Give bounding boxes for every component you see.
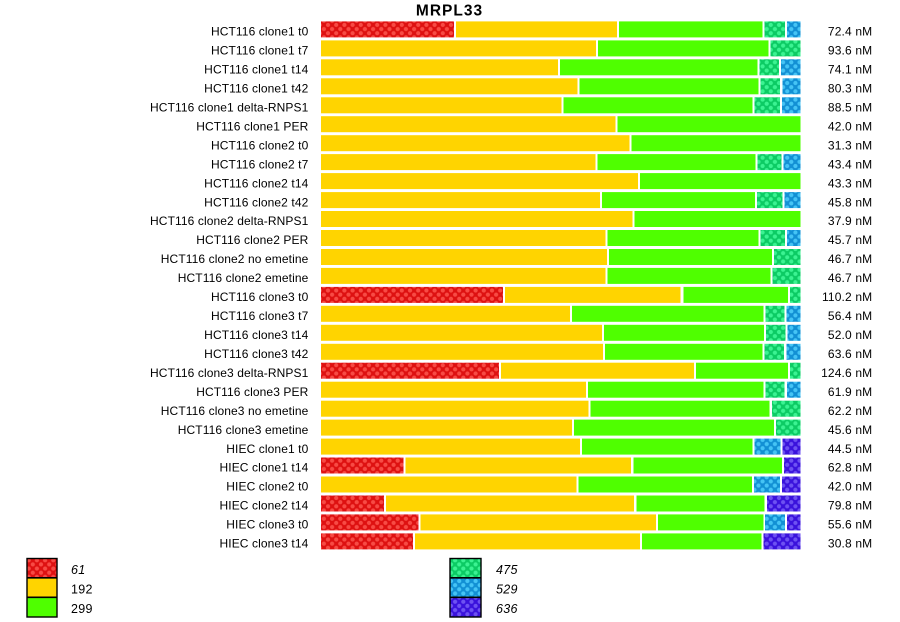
svg-text:HCT116 clone3 t0: HCT116 clone3 t0 (211, 290, 309, 304)
svg-text:529: 529 (496, 582, 518, 596)
svg-text:63.6 nM: 63.6 nM (828, 347, 872, 361)
svg-text:192: 192 (71, 582, 93, 596)
svg-text:HCT116 clone3 t42: HCT116 clone3 t42 (204, 347, 308, 361)
svg-text:62.8 nM: 62.8 nM (828, 461, 872, 475)
svg-text:HCT116 clone3 no emetine: HCT116 clone3 no emetine (161, 404, 309, 418)
svg-text:HIEC clone2 t14: HIEC clone2 t14 (220, 499, 309, 513)
svg-text:HCT116 clone1 t42: HCT116 clone1 t42 (204, 82, 308, 96)
svg-text:HCT116 clone2 delta-RNPS1: HCT116 clone2 delta-RNPS1 (150, 214, 309, 228)
svg-text:HCT116 clone1 t7: HCT116 clone1 t7 (211, 44, 309, 58)
svg-text:80.3 nM: 80.3 nM (828, 82, 872, 96)
svg-text:636: 636 (496, 602, 518, 616)
svg-text:72.4 nM: 72.4 nM (828, 25, 872, 39)
svg-text:43.3 nM: 43.3 nM (828, 176, 872, 190)
svg-text:45.7 nM: 45.7 nM (828, 233, 872, 247)
svg-text:HCT116 clone3 delta-RNPS1: HCT116 clone3 delta-RNPS1 (150, 366, 309, 380)
svg-text:HCT116 clone1 delta-RNPS1: HCT116 clone1 delta-RNPS1 (150, 101, 309, 115)
svg-text:79.8 nM: 79.8 nM (828, 499, 872, 513)
svg-text:HIEC clone1 t0: HIEC clone1 t0 (226, 442, 308, 456)
svg-text:55.6 nM: 55.6 nM (828, 518, 872, 532)
svg-text:88.5 nM: 88.5 nM (828, 101, 872, 115)
svg-text:HCT116 clone3 PER: HCT116 clone3 PER (196, 385, 308, 399)
svg-text:37.9 nM: 37.9 nM (828, 214, 872, 228)
svg-text:HIEC clone1 t14: HIEC clone1 t14 (220, 461, 309, 475)
svg-text:45.6 nM: 45.6 nM (828, 423, 872, 437)
svg-text:56.4 nM: 56.4 nM (828, 309, 872, 323)
svg-text:HCT116 clone3 emetine: HCT116 clone3 emetine (178, 423, 309, 437)
svg-text:HCT116 clone2 PER: HCT116 clone2 PER (196, 233, 308, 247)
svg-text:74.1 nM: 74.1 nM (828, 63, 872, 77)
svg-text:43.4 nM: 43.4 nM (828, 157, 872, 171)
svg-text:HCT116 clone2 t14: HCT116 clone2 t14 (204, 176, 308, 190)
svg-text:124.6 nM: 124.6 nM (821, 366, 872, 380)
svg-text:HCT116 clone1 t0: HCT116 clone1 t0 (211, 25, 309, 39)
svg-text:MRPL33: MRPL33 (416, 2, 483, 19)
svg-text:HIEC clone3 t0: HIEC clone3 t0 (226, 518, 308, 532)
svg-text:299: 299 (71, 602, 93, 616)
svg-text:42.0 nM: 42.0 nM (828, 480, 872, 494)
svg-text:46.7 nM: 46.7 nM (828, 271, 872, 285)
svg-text:HCT116 clone2 t0: HCT116 clone2 t0 (211, 138, 309, 152)
svg-text:44.5 nM: 44.5 nM (828, 442, 872, 456)
svg-text:HCT116 clone1 PER: HCT116 clone1 PER (196, 119, 308, 133)
svg-text:62.2 nM: 62.2 nM (828, 404, 872, 418)
svg-text:HCT116 clone2 no emetine: HCT116 clone2 no emetine (161, 252, 309, 266)
svg-text:HCT116 clone1 t14: HCT116 clone1 t14 (204, 63, 308, 77)
svg-text:HCT116 clone3 t7: HCT116 clone3 t7 (211, 309, 309, 323)
svg-text:31.3 nM: 31.3 nM (828, 138, 872, 152)
svg-text:52.0 nM: 52.0 nM (828, 328, 872, 342)
svg-text:42.0 nM: 42.0 nM (828, 119, 872, 133)
svg-text:61.9 nM: 61.9 nM (828, 385, 872, 399)
svg-text:61: 61 (71, 563, 86, 577)
svg-text:HIEC clone2 t0: HIEC clone2 t0 (226, 480, 308, 494)
svg-text:HCT116 clone3 t14: HCT116 clone3 t14 (204, 328, 308, 342)
svg-text:110.2 nM: 110.2 nM (822, 290, 872, 304)
svg-text:46.7 nM: 46.7 nM (828, 252, 872, 266)
svg-text:HCT116 clone2 t42: HCT116 clone2 t42 (204, 195, 308, 209)
svg-text:475: 475 (496, 563, 518, 577)
svg-text:HCT116 clone2 emetine: HCT116 clone2 emetine (178, 271, 309, 285)
svg-text:HIEC clone3 t14: HIEC clone3 t14 (220, 537, 309, 551)
svg-text:HCT116 clone2 t7: HCT116 clone2 t7 (211, 157, 309, 171)
svg-text:45.8 nM: 45.8 nM (828, 195, 872, 209)
svg-text:93.6 nM: 93.6 nM (828, 44, 872, 58)
svg-text:30.8 nM: 30.8 nM (828, 537, 872, 551)
